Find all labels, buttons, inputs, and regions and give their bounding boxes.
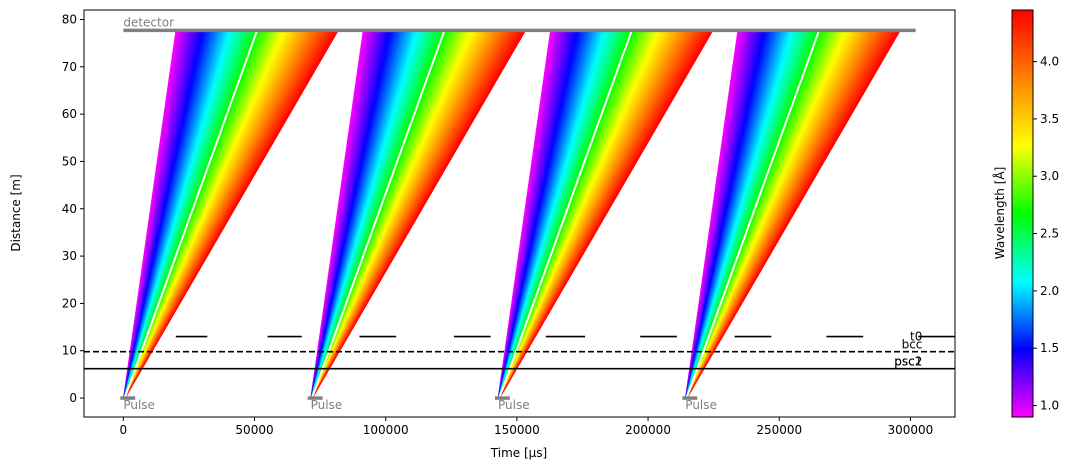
white-line-2 xyxy=(498,30,633,399)
y-tick-label: 10 xyxy=(62,344,77,358)
y-tick-label: 20 xyxy=(62,296,77,310)
x-tick-label: 100000 xyxy=(363,423,409,437)
chopper-lines xyxy=(84,335,955,370)
pulse-label-2: Pulse xyxy=(498,398,530,412)
band-1 xyxy=(310,30,527,399)
x-tick-label: 150000 xyxy=(494,423,540,437)
x-tick-label: 200000 xyxy=(625,423,671,437)
y-tick-label: 0 xyxy=(69,391,77,405)
chopper-label-bcc: bcc xyxy=(902,338,923,352)
y-tick-label: 80 xyxy=(62,12,77,26)
white-line-0 xyxy=(123,30,259,399)
colorbar-gradient xyxy=(1011,9,1034,418)
colorbar-tick-label: 3.0 xyxy=(1040,169,1059,183)
x-tick-label: 50000 xyxy=(235,423,273,437)
y-tick-label: 30 xyxy=(62,249,77,263)
chopper-label-psc2: psc2 xyxy=(894,355,922,369)
pulse-label-1: Pulse xyxy=(311,398,343,412)
x-axis-label: Time [µs] xyxy=(490,446,547,460)
wavelength-bands xyxy=(123,30,901,399)
plot-area xyxy=(84,28,955,400)
y-axis-label: Distance [m] xyxy=(9,174,23,251)
colorbar-label: Wavelength [Å] xyxy=(992,167,1007,260)
colorbar-tick-label: 1.0 xyxy=(1040,399,1059,413)
pulse-label-0: Pulse xyxy=(123,398,155,412)
chopper-label-t0: t0 xyxy=(910,330,922,344)
colorbar: 1.0 1.5 2.0 2.5 3.0 3.5 4.0 Wavelength [Å] xyxy=(992,9,1059,418)
y-axis: 0 10 20 30 40 50 60 70 80 xyxy=(62,12,84,405)
colorbar-tick-label: 2.0 xyxy=(1040,284,1059,298)
x-tick-label: 300000 xyxy=(887,423,933,437)
colorbar-ticks: 1.0 1.5 2.0 2.5 3.0 3.5 4.0 xyxy=(1033,55,1059,413)
white-line-3 xyxy=(685,30,821,399)
pulse-label-3: Pulse xyxy=(685,398,717,412)
colorbar-tick-label: 2.5 xyxy=(1040,227,1059,241)
band-2 xyxy=(497,30,714,399)
x-axis: 0 50000 100000 150000 200000 250000 300000 xyxy=(120,417,933,437)
colorbar-tick-label: 3.5 xyxy=(1040,112,1059,126)
band-0 xyxy=(123,30,340,399)
white-line-1 xyxy=(311,30,446,399)
white-lines xyxy=(123,30,821,399)
detector-label: detector xyxy=(123,15,174,29)
colorbar-tick-label: 1.5 xyxy=(1040,341,1059,355)
y-tick-label: 50 xyxy=(62,154,77,168)
y-tick-label: 70 xyxy=(62,60,77,74)
chopper-label-psc1: psc1 xyxy=(894,355,922,369)
y-tick-label: 60 xyxy=(62,107,77,121)
colorbar-tick-label: 4.0 xyxy=(1040,55,1059,69)
x-tick-label: 0 xyxy=(120,423,128,437)
band-3 xyxy=(684,30,901,399)
plot-frame xyxy=(83,9,956,418)
x-tick-label: 250000 xyxy=(756,423,802,437)
y-tick-label: 40 xyxy=(62,202,77,216)
